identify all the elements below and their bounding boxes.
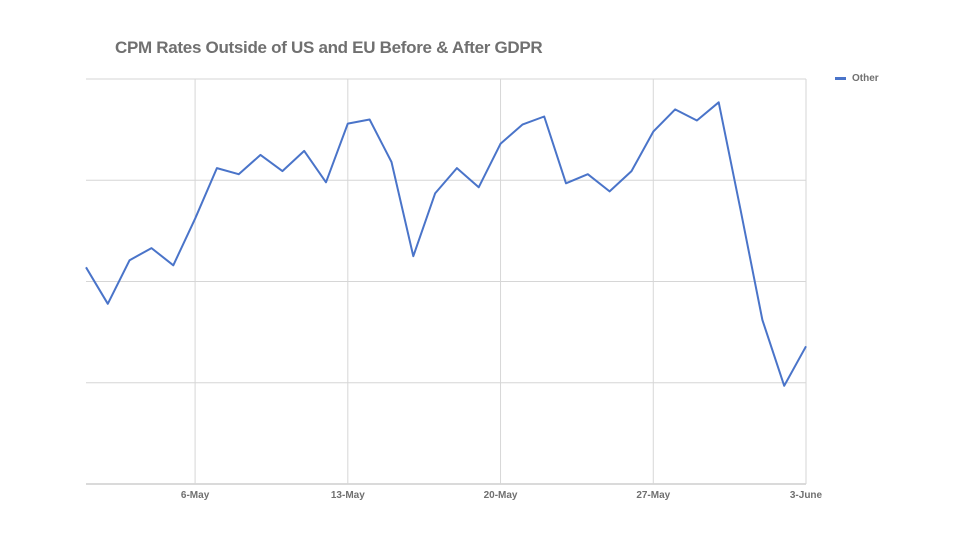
series-other [85,101,807,387]
x-tick-label: 13-May [331,490,365,501]
x-tick-label: 6-May [181,490,210,501]
chart-title: CPM Rates Outside of US and EU Before & … [115,38,543,57]
x-axis-ticks: 6-May 13-May 20-May 27-May 3-June [181,490,823,501]
x-tick-label: 27-May [636,490,670,501]
x-tick-label: 20-May [484,490,518,501]
legend-label-other: Other [852,73,879,84]
series-line-other [85,101,807,387]
x-tick-label: 3-June [790,490,823,501]
grid [86,78,807,485]
legend-swatch-other [835,77,846,80]
legend: Other [835,73,879,84]
